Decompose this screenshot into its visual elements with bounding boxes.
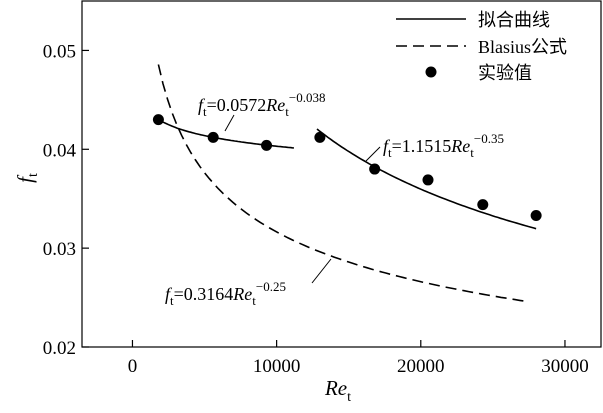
axis-ticks: 0 10000 20000 30000 0.02 0.03 0.04 0.05 [43,41,589,377]
y-tick-label-1: 0.03 [43,239,76,260]
plot-frame [81,0,602,348]
annotation-blasius-exp: −0.25 [256,279,286,294]
y-axis-title-sub: t [26,173,41,177]
x-tick-label-2: 20000 [397,356,445,377]
annotation-fit-high: ft=1.1515Ret−0.35 [383,131,504,160]
annotation-fit-low-f-sub: t [203,104,207,119]
annotation-blasius-re-sub: t [252,293,256,308]
annotation-fit-low-re-sub: t [285,104,289,119]
y-tick-label-3: 0.05 [43,41,76,62]
annotation-fit-low-leader [224,114,235,132]
x-axis-title-main: Re [324,376,347,400]
annotation-blasius: ft=0.3164Ret−0.25 [165,279,286,308]
annotation-fit-high-re-sub: t [470,145,474,160]
y-axis-title: ft [13,173,41,183]
annotation-fit-high-f-sub: t [388,145,392,160]
blasius-curve [157,64,530,303]
data-point-7 [530,210,542,222]
x-tick-label-3: 30000 [541,356,589,377]
annotation-fit-high-f: f [383,136,391,156]
y-tick-label-2: 0.04 [43,140,77,161]
data-point-1 [207,131,219,143]
annotation-blasius-f-sub: t [170,293,174,308]
fit-curve-0 [157,118,294,149]
annotation-blasius-leader [311,258,332,284]
experimental-points [152,114,542,222]
annotation-blasius-f: f [165,284,173,304]
x-axis-title-sub: t [347,390,351,405]
legend-label-blasius: Blasius公式 [478,37,567,57]
annotation-fit-high-exp: −0.35 [474,131,504,146]
data-point-0 [152,114,164,126]
annotation-blasius-coef: =0.3164 [174,284,234,304]
data-point-5 [422,174,434,186]
annotation-blasius-re: Re [232,284,252,304]
fit-curve-1 [316,128,537,230]
annotation-fit-low-f: f [198,95,206,115]
y-axis-title-main: f [13,174,37,183]
annotation-fit-high-leader [365,146,381,162]
y-tick-label-0: 0.02 [43,338,76,359]
data-point-2 [261,139,273,151]
annotation-fit-low-coef: =0.0572 [207,95,267,115]
x-tick-label-0: 0 [128,356,138,377]
legend: 拟合曲线 Blasius公式 实验值 [396,10,567,83]
data-point-6 [477,199,489,211]
legend-label-fit: 拟合曲线 [478,10,550,30]
legend-label-experimental: 实验值 [478,63,532,83]
x-tick-label-1: 10000 [253,356,301,377]
legend-marker-swatch [425,66,437,78]
data-point-3 [314,131,326,143]
annotation-fit-low-re: Re [265,95,285,115]
annotation-fit-high-coef: =1.1515 [392,136,452,156]
data-point-4 [369,163,381,175]
annotation-fit-high-re: Re [450,136,470,156]
x-axis-title: Ret [324,376,351,405]
annotation-fit-low-exp: −0.038 [289,90,326,105]
annotation-fit-low: ft=0.0572Ret−0.038 [198,90,326,119]
